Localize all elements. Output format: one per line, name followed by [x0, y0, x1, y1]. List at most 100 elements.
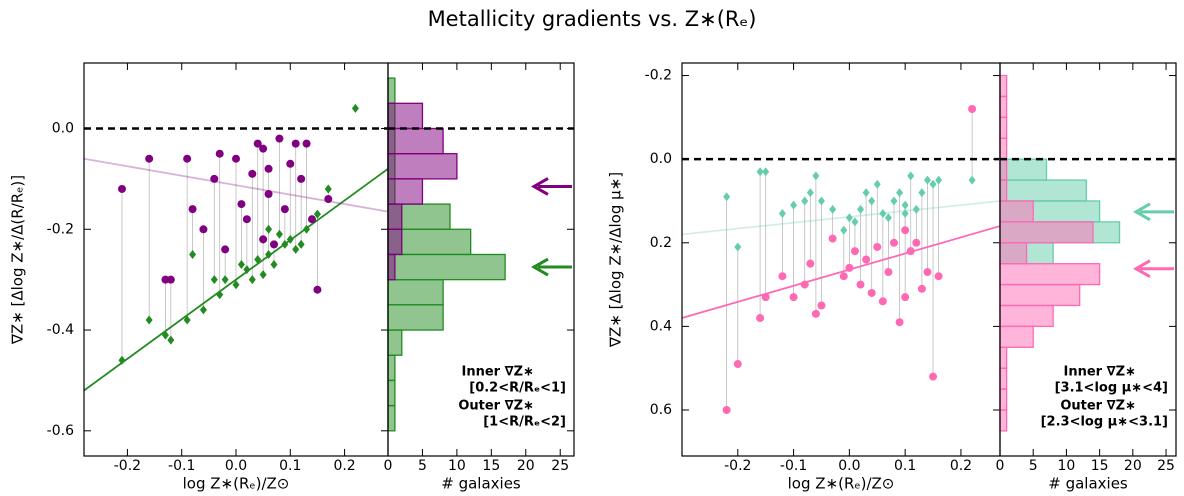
- data-point: [829, 204, 837, 214]
- data-point: [275, 229, 283, 239]
- x-tick-label: 5: [418, 458, 427, 474]
- data-point: [264, 164, 273, 173]
- legend-label: Inner ∇Z∗: [1064, 365, 1136, 380]
- data-point: [790, 200, 798, 210]
- histogram-bar: [999, 367, 1008, 390]
- y-tick-label: -0.2: [645, 68, 672, 84]
- x-tick-label: 25: [1157, 458, 1175, 474]
- data-point: [259, 270, 267, 280]
- data-point: [806, 188, 814, 198]
- x-tick-label: 10: [448, 458, 466, 474]
- data-point: [901, 200, 909, 210]
- histogram-bar: [999, 409, 1008, 432]
- histogram-bar: [387, 203, 403, 230]
- x-tick-label: 15: [1091, 458, 1109, 474]
- y-tick-label: -0.2: [47, 221, 74, 237]
- histogram-bar: [999, 179, 1008, 202]
- data-point: [817, 196, 825, 206]
- data-point: [264, 190, 273, 198]
- data-point: [188, 205, 197, 214]
- data-point: [890, 238, 898, 247]
- data-point: [856, 280, 865, 289]
- histogram-bar: [387, 354, 396, 382]
- data-point: [756, 314, 765, 323]
- data-point: [291, 139, 300, 148]
- data-point: [778, 209, 786, 219]
- data-point: [906, 247, 915, 256]
- fit-line: [83, 157, 389, 213]
- histogram-bar: [387, 329, 403, 356]
- data-point: [850, 247, 859, 256]
- data-point: [734, 242, 742, 252]
- histogram-bar: [387, 228, 403, 256]
- histogram-bar: [999, 179, 1087, 202]
- data-point: [923, 175, 931, 185]
- data-point: [873, 179, 881, 189]
- data-point: [259, 235, 268, 244]
- fit-line: [83, 168, 389, 392]
- data-point: [297, 174, 306, 183]
- data-point: [210, 174, 219, 183]
- data-point: [901, 226, 910, 235]
- data-point: [890, 196, 898, 206]
- data-point: [270, 240, 278, 249]
- y-tick-label: -0.4: [47, 322, 74, 338]
- figure-title: Metallicity gradients vs. Z∗(Rₑ): [428, 7, 757, 31]
- histogram-bar: [387, 153, 458, 180]
- data-point: [918, 188, 926, 198]
- y-tick-label: 0.4: [650, 318, 672, 334]
- data-point: [968, 175, 976, 185]
- histogram-bar: [999, 325, 1034, 348]
- legend-range: [1<R/Rₑ<2]: [483, 415, 566, 430]
- data-point: [237, 260, 245, 270]
- data-point: [270, 260, 278, 270]
- data-point: [812, 171, 820, 181]
- y-tick-label: 0.2: [650, 235, 672, 251]
- legend-label: Outer ∇Z∗: [1060, 399, 1136, 414]
- data-point: [118, 355, 126, 365]
- data-point: [189, 249, 197, 259]
- mean-arrow: [1132, 202, 1174, 222]
- data-point: [806, 259, 815, 268]
- x-tick-label: 0.0: [838, 458, 860, 474]
- data-point: [828, 234, 837, 243]
- x-tick-label: 0.2: [333, 458, 355, 474]
- mean-arrow: [530, 177, 572, 196]
- histogram-bar: [999, 116, 1008, 139]
- histogram-bar: [387, 379, 396, 407]
- x-axis-label: log Z∗(Rₑ)/Z⊙: [788, 475, 895, 493]
- data-point: [817, 301, 826, 310]
- data-point: [199, 225, 208, 234]
- data-point: [297, 239, 305, 249]
- data-point: [183, 315, 191, 325]
- data-point: [145, 315, 153, 325]
- data-point: [286, 159, 295, 168]
- y-axis-label: ∇Z∗ [Δlog Z∗/Δlog μ∗]: [607, 172, 625, 348]
- data-point: [275, 134, 284, 143]
- fit-line: [681, 200, 1001, 236]
- histogram-bar: [999, 263, 1101, 286]
- histogram-bar: [999, 283, 1081, 307]
- histogram-bar: [999, 242, 1028, 265]
- data-point: [351, 103, 359, 113]
- data-point: [733, 360, 742, 369]
- histogram-bar: [999, 304, 1054, 328]
- data-point: [303, 224, 311, 234]
- data-point: [259, 144, 268, 153]
- x-axis-label: log Z∗(Rₑ)/Z⊙: [183, 475, 290, 493]
- data-point: [302, 139, 311, 148]
- data-point: [901, 293, 910, 302]
- data-point: [313, 209, 321, 219]
- x-tick-label: 0.0: [225, 458, 247, 474]
- data-point: [762, 167, 770, 177]
- data-point: [923, 268, 932, 277]
- data-point: [118, 184, 126, 193]
- histogram-bar: [387, 178, 424, 205]
- x-tick-label: 20: [1124, 458, 1142, 474]
- data-point: [761, 293, 770, 302]
- data-point: [912, 204, 920, 214]
- data-point: [862, 188, 870, 198]
- y-axis-label: ∇Z∗ [Δlog Z∗/Δ(R/Rₑ)]: [9, 175, 27, 345]
- data-point: [324, 184, 332, 194]
- histogram-bar: [387, 77, 396, 104]
